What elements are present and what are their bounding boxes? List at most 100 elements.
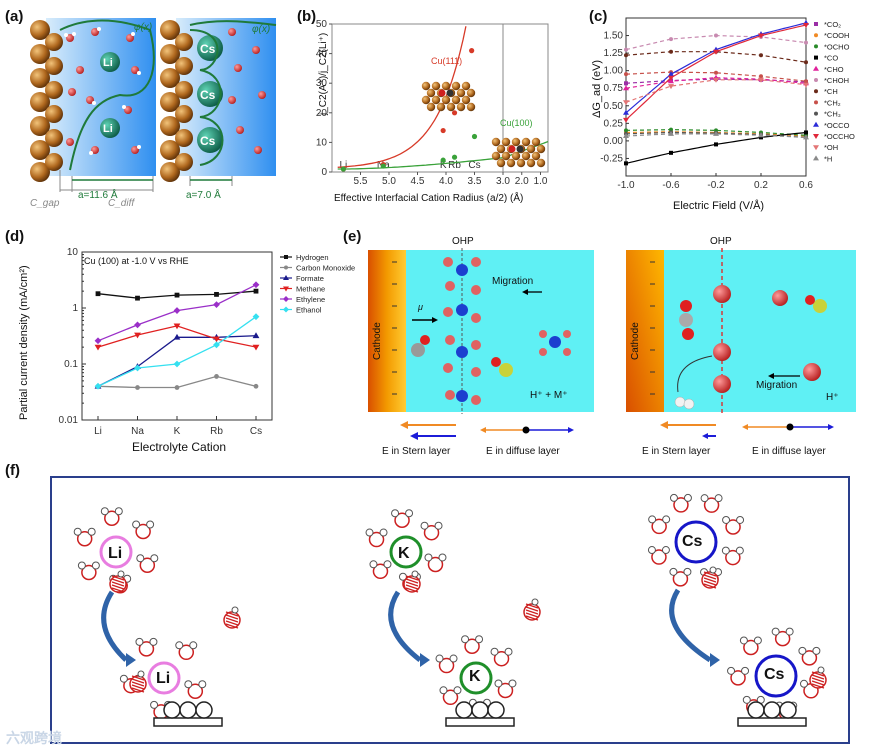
cu111-slab xyxy=(421,81,476,112)
potential-curve-li xyxy=(59,19,155,171)
electrolyte-region-cs xyxy=(176,18,276,176)
chart-c-legend-label-2: *OCHO xyxy=(824,42,850,51)
chart-d-point-5-3 xyxy=(213,341,220,349)
chart-c-point-0-0 xyxy=(624,81,628,86)
chart-b-point-1-4 xyxy=(471,133,478,140)
mu-label: μ xyxy=(418,302,423,312)
chart-c-ytick-label-3: 0.25 xyxy=(604,118,624,129)
chart-d-legend-label-5: Ethanol xyxy=(296,306,322,315)
chart-c-ytick-label-2: 0.00 xyxy=(604,136,624,147)
chart-b-fit-cu100 xyxy=(337,140,549,170)
chart-c-point-12-4 xyxy=(803,134,809,140)
chart-b-cation-li: Li xyxy=(340,160,348,171)
svg-text:Cs: Cs xyxy=(200,42,216,56)
chart-c-xtick-label-0: -1.0 xyxy=(617,180,635,191)
chart-c-legend-label-10: *OCCHO xyxy=(824,132,855,141)
chart-c-point-4-2 xyxy=(713,74,719,80)
cu100-label: Cu(100) xyxy=(500,118,533,128)
cation-top-cs: Cs xyxy=(682,533,703,550)
chart-c-point-11-1 xyxy=(668,84,674,90)
chart-b-ytick-label-1: 10 xyxy=(316,137,328,148)
chart-c-point-9-3 xyxy=(758,31,764,37)
chart-c-point-1-3 xyxy=(759,131,763,136)
chart-c-line-5 xyxy=(625,34,807,51)
chart-d-point-4-3 xyxy=(213,301,220,309)
cu100-slab-atom xyxy=(511,137,521,147)
cu111-slab-atom xyxy=(456,102,466,112)
chart-b-point-0-0 xyxy=(340,166,346,172)
chart-d-point-2-0 xyxy=(94,382,102,389)
cu100-slab-atom xyxy=(491,151,501,161)
chart-c-point-5-1 xyxy=(669,37,673,42)
chart-d-point-3-4 xyxy=(252,344,260,351)
cu111-slab-atom xyxy=(436,102,446,112)
chart-d-frame xyxy=(81,251,273,421)
cu111-slab-atom xyxy=(431,81,441,91)
cu100-slab-atom xyxy=(496,144,506,154)
chart-d-point-5-4 xyxy=(252,313,260,321)
chart-c-xlabel: Electric Field (V/Å) xyxy=(673,200,765,212)
li-cation-1 xyxy=(100,52,120,72)
chart-d-legend-marker-4 xyxy=(283,296,289,302)
chart-c-point-2-2 xyxy=(714,128,718,133)
chart-d-line-4 xyxy=(97,284,257,342)
cs-cation-1 xyxy=(197,35,223,61)
chart-c-point-11-3 xyxy=(758,77,764,83)
chart-c-point-3-3 xyxy=(759,135,763,140)
chart-c-legend-label-5: *CHOH xyxy=(824,76,849,85)
chart-c-legend-marker-0 xyxy=(814,22,818,26)
chart-c-line-10 xyxy=(625,24,807,121)
chart-d-legend-label-0: Hydrogen xyxy=(296,253,329,262)
migration-label-right: Migration xyxy=(756,380,798,391)
cu111-slab-atom xyxy=(431,95,441,105)
cu111-slab-atom xyxy=(451,81,461,91)
chart-c-line-1 xyxy=(625,131,807,137)
chart-c-point-3-0 xyxy=(624,161,628,166)
chart-c-point-10-3 xyxy=(758,33,764,39)
cu111-slab-atom xyxy=(461,95,471,105)
chart-c-legend-label-12: *H xyxy=(824,154,832,163)
chart-c-xtick-label-4: 0.6 xyxy=(799,180,813,191)
svg-text:Cs: Cs xyxy=(200,134,216,148)
svg-text:Li: Li xyxy=(103,123,113,135)
chart-d-ytick-label-3: 10 xyxy=(67,247,79,258)
chart-b-xtick-label-2: 4.5 xyxy=(411,176,425,187)
chart-c-point-4-3 xyxy=(758,76,764,82)
cu100-slab-atom xyxy=(531,151,541,161)
chart-d-line-0 xyxy=(97,290,257,299)
width-label-li: a=11.6 Å xyxy=(78,190,118,201)
chart-c-point-6-4 xyxy=(804,60,808,65)
chart-c-point-7-4 xyxy=(804,79,808,84)
chart-c-point-7-3 xyxy=(759,74,763,79)
chart-c-point-8-0 xyxy=(624,131,628,136)
chart-b-ylabel: j_C2(A⁺)/j_C2(Li⁺) xyxy=(318,32,329,115)
chart-c-point-9-0 xyxy=(623,109,629,115)
chart-c-ylabel: ΔG_ad (eV) xyxy=(591,59,603,118)
chart-c-point-8-2 xyxy=(714,131,718,136)
chart-d-point-5-2 xyxy=(173,360,181,368)
chart-c-point-5-2 xyxy=(714,33,718,38)
cu111-slab-atom xyxy=(426,102,436,112)
c-gap-label: C_gap xyxy=(30,198,60,209)
chart-d-xtick-label-0: Li xyxy=(94,426,102,437)
cu111-slab-atom xyxy=(436,88,446,98)
stern-label-left: E in Stern layer xyxy=(382,446,451,457)
chart-d-xtick-label-3: Rb xyxy=(210,426,223,437)
chart-d-title: Cu (100) at -1.0 V vs RHE xyxy=(84,256,189,266)
chart-d-point-3-2 xyxy=(173,323,181,330)
cu100-slab-atom xyxy=(511,151,521,161)
chart-c-point-7-1 xyxy=(669,70,673,75)
cs-cation-2 xyxy=(197,81,223,107)
chart-c-ytick-label-1: -0.25 xyxy=(600,153,623,164)
cu100-slab-atom xyxy=(501,151,511,161)
chart-b-point-1-2 xyxy=(440,157,446,163)
chart-d-ytick-label-2: 1 xyxy=(72,303,78,314)
chart-c-legend-marker-11 xyxy=(813,145,819,151)
chart-b-point-1-0 xyxy=(340,166,346,172)
chart-b-cation-rb: Rb xyxy=(448,160,461,171)
chart-d-legend-marker-3 xyxy=(283,286,289,292)
chart-c-point-6-2 xyxy=(714,49,718,54)
chart-c-ytick-label-7: 1.25 xyxy=(604,48,624,59)
chart-c-point-0-3 xyxy=(759,77,763,82)
chart-d-xlabel: Electrolyte Cation xyxy=(132,440,227,454)
